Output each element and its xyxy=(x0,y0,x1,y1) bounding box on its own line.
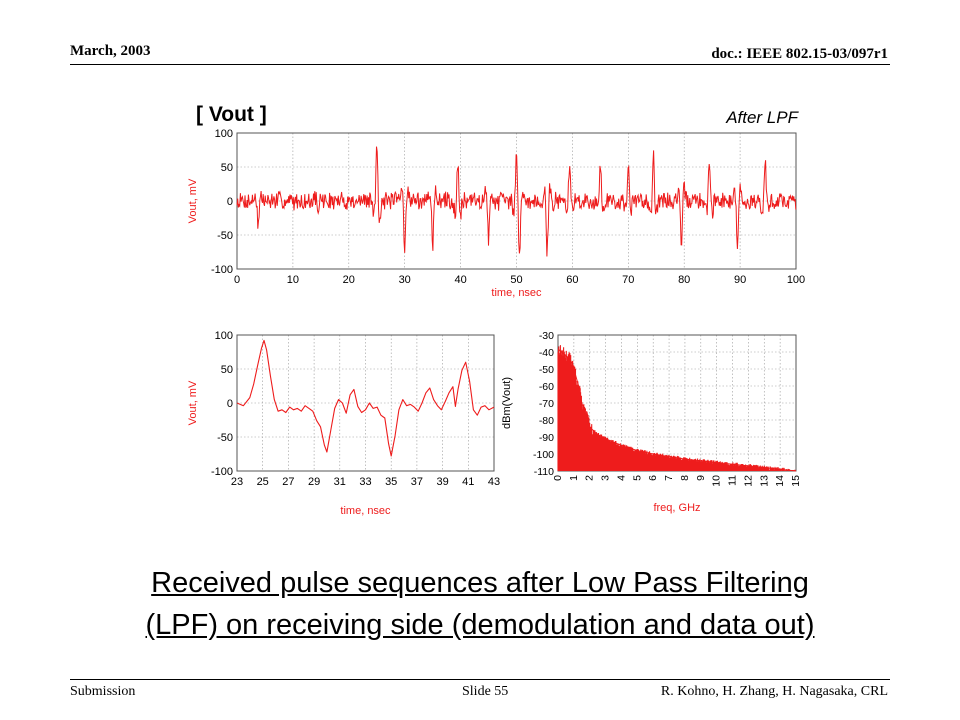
x-tick-label: 11 xyxy=(727,475,739,486)
y-tick-label: -40 xyxy=(539,347,554,359)
x-tick-label: 40 xyxy=(454,274,466,286)
footer-rule xyxy=(70,679,890,680)
x-tick-label: 100 xyxy=(787,274,805,286)
y-tick-label: -50 xyxy=(539,364,554,376)
x-tick-label: 6 xyxy=(647,475,659,481)
y-axis-label: Vout, mV xyxy=(187,178,199,223)
x-tick-label: 33 xyxy=(359,476,371,488)
x-tick-label: 1 xyxy=(568,475,580,481)
y-tick-label: -70 xyxy=(539,398,554,410)
x-tick-label: 35 xyxy=(385,476,397,488)
y-axis-label: Vout, mV xyxy=(187,380,199,425)
x-tick-label: 0 xyxy=(234,274,240,286)
series-line-zoom xyxy=(236,339,495,457)
y-tick-label: -110 xyxy=(534,466,554,478)
y-tick-label: -100 xyxy=(533,449,554,461)
series-line-top xyxy=(236,146,797,257)
zoom-time-chart: 23 25 27 29 31 33 35 37 39 41 43 100 50 0 -50 -100 time,… xyxy=(187,330,500,517)
x-tick-label: 9 xyxy=(695,475,707,481)
x-tick-label: 43 xyxy=(488,476,500,488)
x-axis-label: time, nsec xyxy=(491,287,542,299)
footer-submission: Submission xyxy=(70,684,136,699)
x-tick-label: 39 xyxy=(436,476,448,488)
x-tick-label: 0 xyxy=(552,475,564,481)
y-tick-label: -90 xyxy=(539,432,554,444)
x-tick-label: 41 xyxy=(462,476,474,488)
y-tick-label: 50 xyxy=(221,364,233,376)
y-tick-label: 0 xyxy=(227,196,233,208)
header-doc-id: doc.: IEEE 802.15-03/097r1 xyxy=(711,46,888,62)
y-axis-label: dBm(Vout) xyxy=(501,377,513,429)
x-tick-label: 10 xyxy=(711,475,723,487)
x-axis-label: freq, GHz xyxy=(653,502,700,514)
y-tick-label: 50 xyxy=(221,162,233,174)
slide-caption: Received pulse sequences after Low Pass … xyxy=(60,562,900,646)
figure-label: [ Vout ] xyxy=(196,103,267,126)
y-tick-label: -30 xyxy=(539,330,554,342)
y-tick-label: 100 xyxy=(215,330,233,342)
figure-panel: [ Vout ] After LPF 0 10 20 30 40 50 60 70 80 90 10… xyxy=(187,103,805,517)
x-tick-label: 60 xyxy=(566,274,578,286)
y-tick-label: 0 xyxy=(227,398,233,410)
x-tick-label: 31 xyxy=(334,476,346,488)
footer-slide-number: Slide 55 xyxy=(462,684,509,699)
y-tick-label: -50 xyxy=(217,432,233,444)
footer-authors: R. Kohno, H. Zhang, H. Nagasaka, CRL xyxy=(660,684,888,699)
header-date: March, 2003 xyxy=(70,43,151,59)
y-tick-label: -100 xyxy=(211,466,233,478)
y-tick-label: -50 xyxy=(217,230,233,242)
x-tick-label: 14 xyxy=(774,475,786,487)
spectrum-envelope xyxy=(557,348,797,472)
x-tick-label: 8 xyxy=(679,475,691,481)
header-rule xyxy=(70,64,890,65)
x-tick-label: 50 xyxy=(510,274,522,286)
x-tick-label: 70 xyxy=(622,274,634,286)
x-tick-label: 27 xyxy=(282,476,294,488)
spectrum-chart: 0 1 2 3 4 5 6 7 8 9 10 11 12 13 14 15-30-40-50-60-70-80… xyxy=(501,330,802,514)
x-tick-label: 3 xyxy=(600,475,612,481)
caption-line-1: Received pulse sequences after Low Pass … xyxy=(151,567,809,599)
caption-line-2: (LPF) on receiving side (demodulation an… xyxy=(145,609,815,641)
x-tick-label: 15 xyxy=(790,475,802,487)
x-tick-label: 2 xyxy=(584,475,596,481)
x-tick-label: 20 xyxy=(343,274,355,286)
x-axis-label: time, nsec xyxy=(340,505,391,517)
x-tick-label: 90 xyxy=(734,274,746,286)
x-tick-label: 12 xyxy=(742,475,754,487)
y-tick-label: -100 xyxy=(211,264,233,276)
x-tick-label: 4 xyxy=(615,475,627,481)
y-tick-label: 100 xyxy=(215,128,233,140)
top-time-chart: 0 10 20 30 40 50 60 70 80 90 100 100 50 0 -50 -100 time,… xyxy=(187,128,805,299)
x-tick-label: 80 xyxy=(678,274,690,286)
x-tick-label: 29 xyxy=(308,476,320,488)
x-tick-label: 25 xyxy=(257,476,269,488)
x-tick-label: 13 xyxy=(758,475,770,487)
x-tick-label: 7 xyxy=(663,475,675,481)
x-tick-label: 10 xyxy=(287,274,299,286)
x-tick-label: 5 xyxy=(631,475,643,481)
y-tick-label: -80 xyxy=(539,415,554,427)
x-tick-label: 37 xyxy=(411,476,423,488)
figure-note: After LPF xyxy=(725,108,799,127)
spectrum-bars xyxy=(557,345,796,471)
x-tick-label: 30 xyxy=(399,274,411,286)
y-tick-label: -60 xyxy=(539,381,554,393)
x-tick-label: 23 xyxy=(231,476,243,488)
